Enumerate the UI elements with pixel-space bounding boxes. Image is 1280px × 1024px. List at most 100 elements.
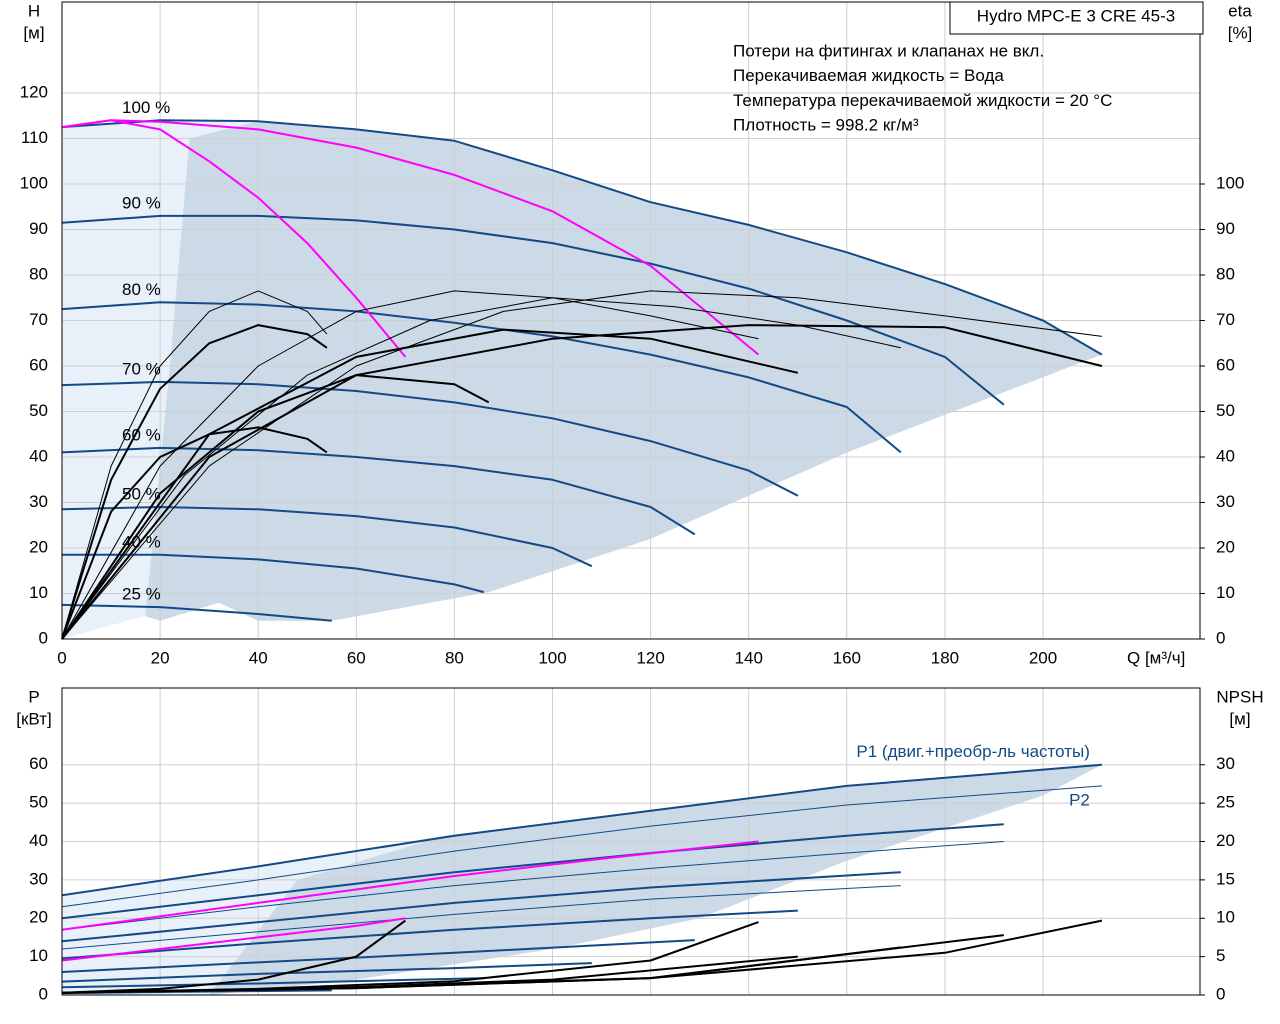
y2-tick-label: 25 xyxy=(1216,793,1235,812)
y-tick-label: 30 xyxy=(29,869,48,888)
y2-tick-label: 90 xyxy=(1216,219,1235,238)
curve xyxy=(61,446,696,536)
curve xyxy=(61,506,593,568)
curve xyxy=(61,885,901,950)
y2-tick-label: 60 xyxy=(1216,355,1235,374)
y2-tick-label: 0 xyxy=(1216,984,1225,1003)
x-tick-label: 40 xyxy=(249,648,268,667)
x-tick-label: 120 xyxy=(636,648,664,667)
y-axis-unit: [кВт] xyxy=(16,709,51,728)
x-tick-label: 60 xyxy=(347,648,366,667)
curve xyxy=(61,763,1102,897)
curve xyxy=(61,328,799,640)
y2-tick-label: 70 xyxy=(1216,310,1235,329)
y-tick-label: 40 xyxy=(29,446,48,465)
y-tick-label: 10 xyxy=(29,946,48,965)
curve xyxy=(61,841,1004,931)
y2-tick-label: 100 xyxy=(1216,173,1244,192)
y2-tick-label: 20 xyxy=(1216,537,1235,556)
curve xyxy=(61,290,1102,640)
y2-tick-label: 0 xyxy=(1216,628,1225,647)
curve-label: P1 (двиг.+преобр-ль частоты) xyxy=(856,742,1089,761)
y2-tick-label: 15 xyxy=(1216,869,1235,888)
curve-label: 25 % xyxy=(122,585,161,604)
y2-axis-unit: [м] xyxy=(1229,709,1250,728)
x-tick-label: 0 xyxy=(57,648,66,667)
y2-tick-label: 50 xyxy=(1216,401,1235,420)
y-tick-label: 50 xyxy=(29,401,48,420)
curve xyxy=(61,962,592,983)
y2-tick-label: 30 xyxy=(1216,492,1235,511)
curve xyxy=(61,119,760,356)
curve xyxy=(61,603,332,622)
y-tick-label: 90 xyxy=(29,219,48,238)
y2-tick-label: 5 xyxy=(1216,946,1225,965)
note: Потери на фитингах и клапанах не вкл. xyxy=(733,41,1044,60)
y-tick-label: 100 xyxy=(20,173,48,192)
x-tick-label: 200 xyxy=(1029,648,1057,667)
curve xyxy=(61,119,1103,356)
y-tick-label: 10 xyxy=(29,583,48,602)
curve xyxy=(61,919,1103,994)
y2-axis-label: eta xyxy=(1228,1,1252,20)
curve xyxy=(62,553,485,594)
x-tick-label: 140 xyxy=(735,648,763,667)
plot-frame xyxy=(61,687,1201,996)
y2-axis-unit: [%] xyxy=(1228,23,1253,42)
y2-tick-label: 80 xyxy=(1216,264,1235,283)
note: Плотность = 998.2 кг/м³ xyxy=(733,116,919,135)
y2-tick-label: 30 xyxy=(1216,754,1235,773)
x-tick-label: 100 xyxy=(538,648,566,667)
y-tick-label: 0 xyxy=(39,984,48,1003)
y2-axis-label: NPSH xyxy=(1216,687,1263,706)
y-axis-label: P xyxy=(28,687,39,706)
curve xyxy=(61,871,901,943)
curve xyxy=(61,919,406,994)
y-tick-label: 120 xyxy=(20,82,48,101)
y2-tick-label: 10 xyxy=(1216,908,1235,927)
chart-title: Hydro MPC-E 3 CRE 45-3 xyxy=(977,6,1175,25)
plot-frame xyxy=(61,1,1201,640)
y-axis-unit: [м] xyxy=(23,23,44,42)
curve-label: 100 % xyxy=(122,98,170,117)
note: Температура перекачиваемой жидкости = 20… xyxy=(733,91,1112,110)
curve xyxy=(61,119,407,358)
y-tick-label: 80 xyxy=(29,264,48,283)
y-tick-label: 20 xyxy=(29,537,48,556)
x-tick-label: 80 xyxy=(445,648,464,667)
y-tick-label: 110 xyxy=(21,128,48,147)
title-box xyxy=(949,1,1204,35)
curve-label: 90 % xyxy=(122,193,161,212)
y-tick-label: 60 xyxy=(29,754,48,773)
y-tick-label: 20 xyxy=(29,908,48,927)
curve xyxy=(61,917,406,962)
operating-region xyxy=(145,121,1102,621)
curve-label: 70 % xyxy=(122,359,161,378)
curve xyxy=(61,324,328,640)
y-axis-label: H xyxy=(28,1,40,20)
curve xyxy=(61,840,759,931)
y2-tick-label: 10 xyxy=(1216,583,1235,602)
curve xyxy=(61,909,798,960)
y-tick-label: 50 xyxy=(29,793,48,812)
x-axis-label: Q [м³/ч] xyxy=(1127,648,1185,667)
curve xyxy=(61,214,1005,406)
y-tick-label: 70 xyxy=(29,310,48,329)
y-tick-label: 30 xyxy=(29,492,48,511)
curve-label: P2 xyxy=(1069,790,1090,809)
curve xyxy=(61,297,901,640)
curve xyxy=(61,290,328,640)
y2-tick-label: 40 xyxy=(1216,446,1235,465)
curve xyxy=(61,380,799,497)
note: Перекачиваемая жидкость = Вода xyxy=(733,66,1004,85)
curve-label: 80 % xyxy=(122,280,161,299)
y-tick-label: 0 xyxy=(39,628,48,647)
curve xyxy=(61,374,490,640)
curve xyxy=(61,823,1004,920)
x-tick-label: 160 xyxy=(833,648,861,667)
operating-region xyxy=(62,835,445,995)
y-tick-label: 40 xyxy=(29,831,48,850)
y-tick-label: 60 xyxy=(29,355,48,374)
x-tick-label: 20 xyxy=(151,648,170,667)
